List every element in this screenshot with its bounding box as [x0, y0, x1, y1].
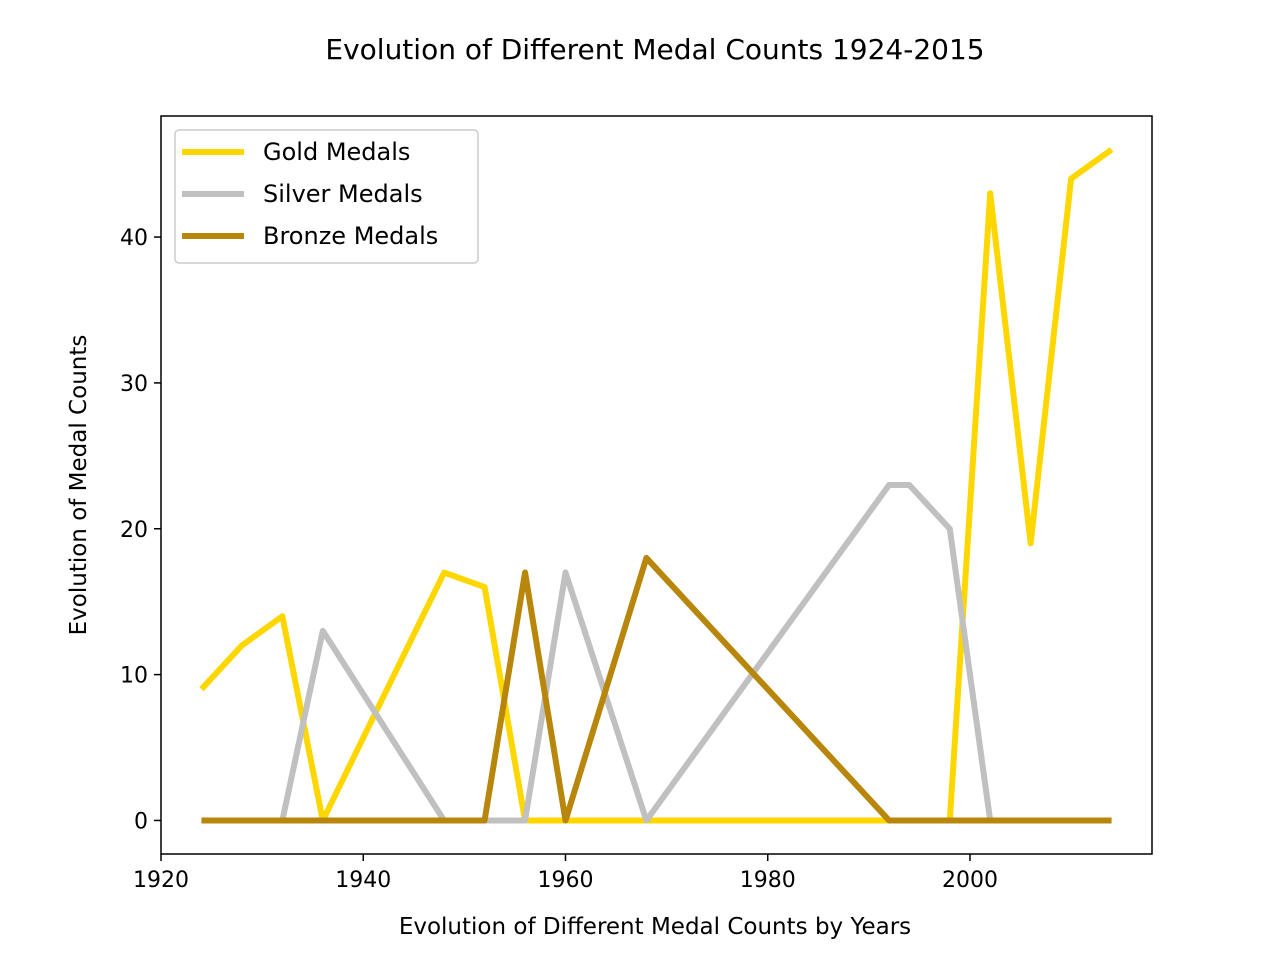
legend: Gold Medals Silver Medals Bronze Medals	[174, 129, 479, 264]
y-tick-label: 10	[120, 664, 148, 689]
y-tick-label: 30	[120, 372, 148, 397]
legend-box	[174, 129, 479, 264]
x-tick-label: 1940	[335, 868, 391, 893]
plot-frame	[160, 115, 1153, 855]
y-axis-ticks: 0 10 20 30 40	[120, 226, 161, 834]
x-tick-label: 1960	[537, 868, 593, 893]
series-line-gold-medals	[199, 147, 1114, 824]
x-tick-label: 1920	[133, 868, 189, 893]
legend-label: Bronze Medals	[263, 222, 438, 250]
x-axis-ticks: 1920 1940 1960 1980 2000	[133, 854, 998, 893]
y-tick-label: 0	[134, 809, 148, 834]
x-tick-label: 1980	[740, 868, 796, 893]
y-tick-label: 20	[120, 518, 148, 543]
x-axis-label: Evolution of Different Medal Counts by Y…	[399, 914, 911, 940]
y-axis-label: Evolution of Medal Counts	[66, 335, 92, 636]
legend-label: Gold Medals	[263, 138, 410, 166]
chart-title: Evolution of Different Medal Counts 1924…	[325, 33, 984, 66]
legend-label: Silver Medals	[263, 180, 423, 208]
plot-area	[160, 115, 1153, 855]
x-tick-label: 2000	[942, 868, 998, 893]
series-line-silver-medals	[201, 482, 1112, 824]
series-line-bronze-medals	[201, 554, 1112, 824]
y-tick-label: 40	[120, 226, 148, 251]
